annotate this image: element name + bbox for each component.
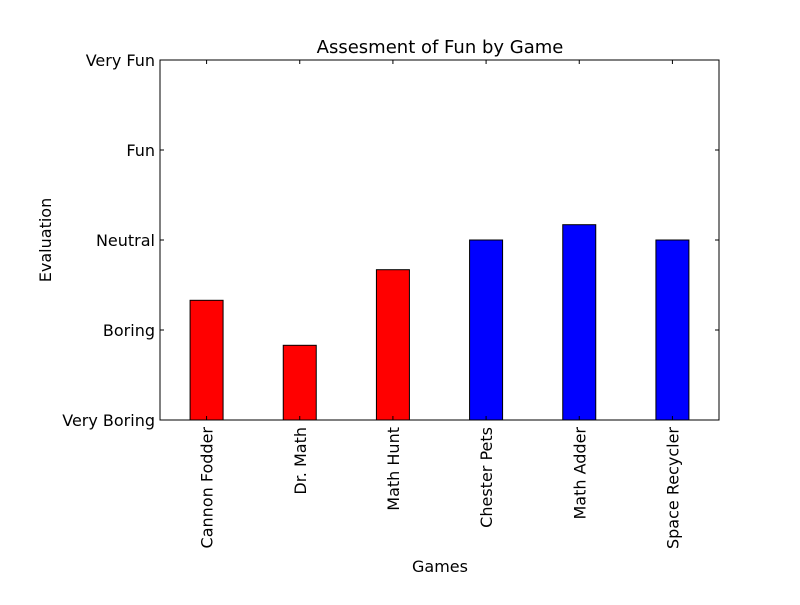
x-tick-label: Chester Pets — [477, 427, 496, 528]
x-tick-label: Space Recycler — [663, 427, 682, 549]
bar-dr-math — [282, 344, 317, 421]
x-tick-label: Math Hunt — [384, 427, 403, 511]
y-tick-labels: Very Boring Boring Neutral Fun Very Fun — [62, 51, 155, 430]
x-tick-label: Dr. Math — [291, 427, 310, 495]
y-axis-label: Evaluation — [36, 198, 55, 282]
bar-math-hunt — [375, 269, 410, 421]
bar-cannon-fodder — [189, 299, 224, 421]
bars-layer — [189, 224, 690, 421]
x-tick-label: Math Adder — [570, 427, 589, 520]
x-axis-label: Games — [412, 557, 468, 576]
plot-frame — [159, 59, 720, 421]
y-tick-label: Very Fun — [86, 51, 155, 70]
bar-chester-pets — [469, 239, 504, 421]
bar-math-adder — [562, 224, 597, 421]
y-tick-label: Fun — [126, 141, 155, 160]
y-tick-label: Neutral — [96, 231, 155, 250]
x-tick-label: Cannon Fodder — [198, 427, 217, 549]
y-tick-label: Very Boring — [62, 411, 155, 430]
bar-space-recycler — [655, 239, 690, 421]
chart-title: Assesment of Fun by Game — [317, 37, 564, 58]
y-tick-label: Boring — [103, 321, 155, 340]
x-tick-labels: Cannon Fodder Dr. Math Math Hunt Chester Pe… — [198, 427, 683, 549]
